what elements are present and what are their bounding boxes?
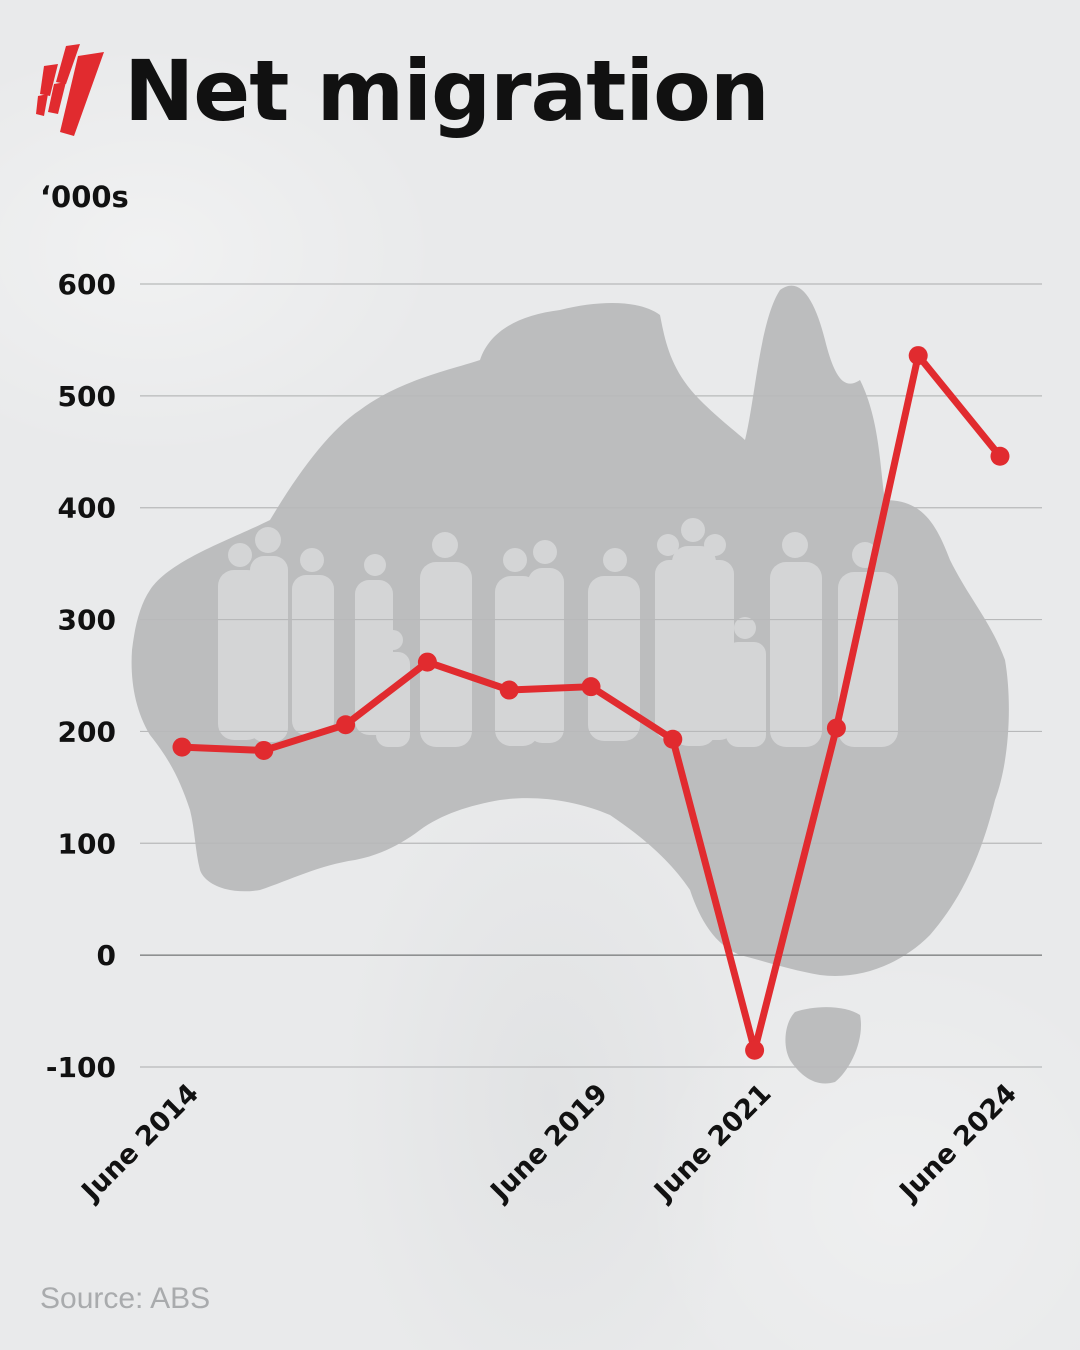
y-tick-label: 200 <box>58 715 116 748</box>
x-tick-label: June 2021 <box>647 1078 777 1208</box>
people-silhouettes-illustration <box>218 518 898 747</box>
x-tick-label: June 2024 <box>893 1078 1023 1208</box>
grid-lines <box>140 283 1042 1068</box>
y-tick-label: 400 <box>58 492 116 525</box>
australia-map-illustration <box>131 285 1009 1084</box>
y-axis-tick-labels: 600 500 400 300 200 100 0 -100 <box>46 268 116 1084</box>
x-axis-tick-labels: June 2014 June 2019 June 2021 June 2024 <box>75 1078 1023 1208</box>
y-tick-label: 600 <box>58 268 116 301</box>
y-tick-label: 100 <box>58 827 116 860</box>
source-note: Source: ABS <box>40 1282 211 1315</box>
y-tick-label: 0 <box>97 939 116 972</box>
sbs-logo-icon <box>36 43 104 136</box>
x-tick-label: June 2019 <box>484 1078 614 1208</box>
data-point <box>254 740 274 760</box>
y-tick-label: 300 <box>58 604 116 637</box>
data-point <box>336 715 356 735</box>
data-point <box>417 652 437 672</box>
data-point <box>826 718 846 738</box>
y-axis-unit-label: ‘000s <box>40 180 129 214</box>
data-point <box>581 677 601 697</box>
series-points-group <box>172 346 1010 1060</box>
header: Net migration <box>36 36 770 146</box>
y-tick-label: 500 <box>58 380 116 413</box>
page-title: Net migration <box>124 42 770 140</box>
x-tick-label: June 2014 <box>75 1078 205 1208</box>
data-point <box>745 1040 765 1060</box>
data-point <box>908 346 928 366</box>
data-point <box>990 446 1010 466</box>
data-point <box>172 737 192 757</box>
data-point <box>499 680 519 700</box>
data-point <box>663 729 683 749</box>
y-tick-label: -100 <box>46 1051 116 1084</box>
